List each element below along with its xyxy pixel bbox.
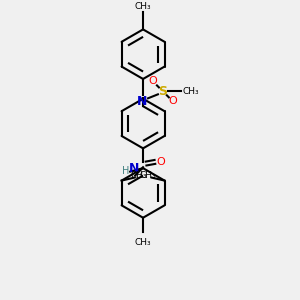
Text: CH₃: CH₃	[130, 171, 147, 180]
Text: N: N	[137, 95, 147, 108]
Text: CH₃: CH₃	[135, 2, 152, 11]
Text: CH₃: CH₃	[135, 238, 152, 247]
Text: H: H	[122, 166, 129, 176]
Text: N: N	[129, 162, 139, 175]
Text: O: O	[148, 76, 157, 86]
Text: O: O	[168, 96, 177, 106]
Text: S: S	[158, 85, 167, 98]
Text: O: O	[157, 157, 165, 167]
Text: CH₃: CH₃	[182, 87, 199, 96]
Text: CH₃: CH₃	[140, 171, 156, 180]
